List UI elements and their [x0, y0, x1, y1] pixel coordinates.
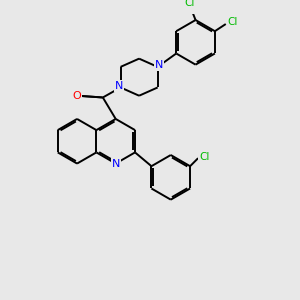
Text: N: N	[115, 81, 123, 91]
Text: Cl: Cl	[185, 0, 195, 8]
Text: O: O	[73, 91, 82, 101]
Text: Cl: Cl	[199, 152, 210, 162]
Text: N: N	[155, 60, 163, 70]
Text: Cl: Cl	[228, 17, 238, 27]
Text: N: N	[112, 159, 120, 169]
